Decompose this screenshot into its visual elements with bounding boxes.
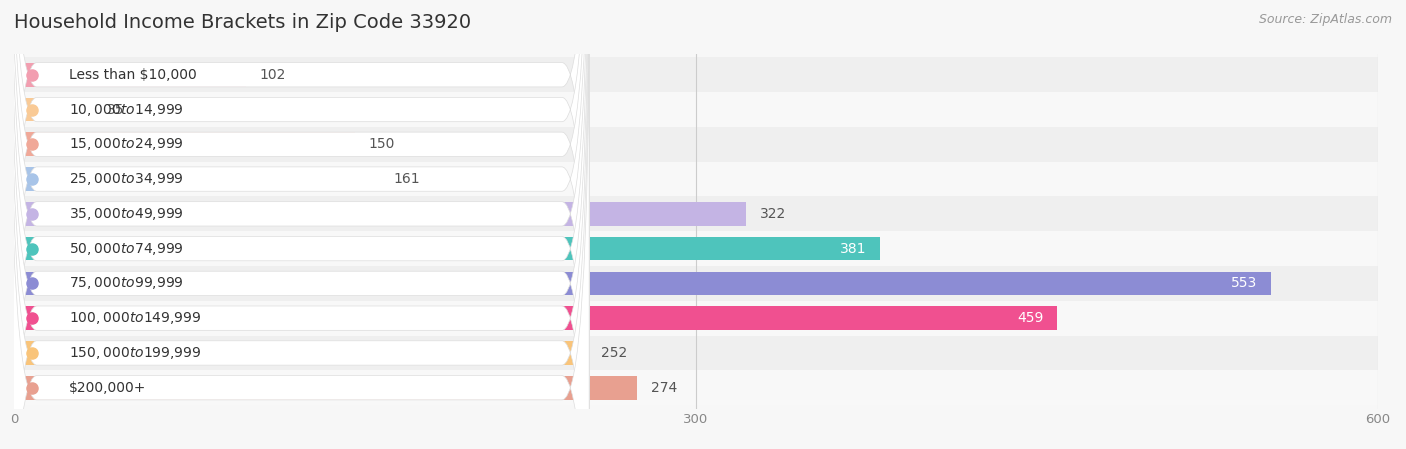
Text: 35: 35 — [107, 102, 125, 117]
Text: Household Income Brackets in Zip Code 33920: Household Income Brackets in Zip Code 33… — [14, 13, 471, 32]
FancyBboxPatch shape — [10, 0, 589, 449]
FancyBboxPatch shape — [10, 0, 589, 449]
FancyBboxPatch shape — [10, 0, 589, 449]
Text: $50,000 to $74,999: $50,000 to $74,999 — [69, 241, 183, 257]
Text: $100,000 to $149,999: $100,000 to $149,999 — [69, 310, 201, 326]
FancyBboxPatch shape — [10, 0, 589, 449]
Bar — [14, 167, 380, 191]
Text: 274: 274 — [651, 381, 676, 395]
Bar — [14, 301, 1378, 335]
Bar — [14, 202, 747, 226]
Text: Less than $10,000: Less than $10,000 — [69, 68, 197, 82]
Text: $35,000 to $49,999: $35,000 to $49,999 — [69, 206, 183, 222]
Text: 322: 322 — [759, 207, 786, 221]
Bar — [14, 63, 246, 87]
Bar — [14, 132, 354, 156]
Bar — [14, 127, 1378, 162]
Text: $150,000 to $199,999: $150,000 to $199,999 — [69, 345, 201, 361]
Text: $15,000 to $24,999: $15,000 to $24,999 — [69, 136, 183, 152]
Bar — [14, 272, 1271, 295]
Text: $25,000 to $34,999: $25,000 to $34,999 — [69, 171, 183, 187]
Bar — [14, 197, 1378, 231]
FancyBboxPatch shape — [10, 0, 589, 449]
Bar — [14, 376, 637, 400]
Text: 252: 252 — [600, 346, 627, 360]
FancyBboxPatch shape — [10, 0, 589, 449]
Text: 459: 459 — [1018, 311, 1043, 325]
Text: 102: 102 — [260, 68, 285, 82]
Bar — [14, 98, 94, 121]
FancyBboxPatch shape — [10, 0, 589, 449]
Text: $10,000 to $14,999: $10,000 to $14,999 — [69, 101, 183, 118]
Bar — [14, 341, 586, 365]
Text: 381: 381 — [839, 242, 866, 255]
FancyBboxPatch shape — [10, 0, 589, 449]
Text: $75,000 to $99,999: $75,000 to $99,999 — [69, 275, 183, 291]
Text: Source: ZipAtlas.com: Source: ZipAtlas.com — [1258, 13, 1392, 26]
Bar — [14, 162, 1378, 197]
Bar — [14, 370, 1378, 405]
Bar — [14, 92, 1378, 127]
Text: 150: 150 — [368, 137, 395, 151]
Text: $200,000+: $200,000+ — [69, 381, 146, 395]
FancyBboxPatch shape — [10, 0, 589, 449]
Text: 553: 553 — [1232, 277, 1257, 291]
Bar — [14, 231, 1378, 266]
Bar — [14, 57, 1378, 92]
Bar — [14, 306, 1057, 330]
Bar — [14, 237, 880, 260]
FancyBboxPatch shape — [10, 0, 589, 449]
Text: 161: 161 — [394, 172, 420, 186]
Bar — [14, 335, 1378, 370]
Bar — [14, 266, 1378, 301]
